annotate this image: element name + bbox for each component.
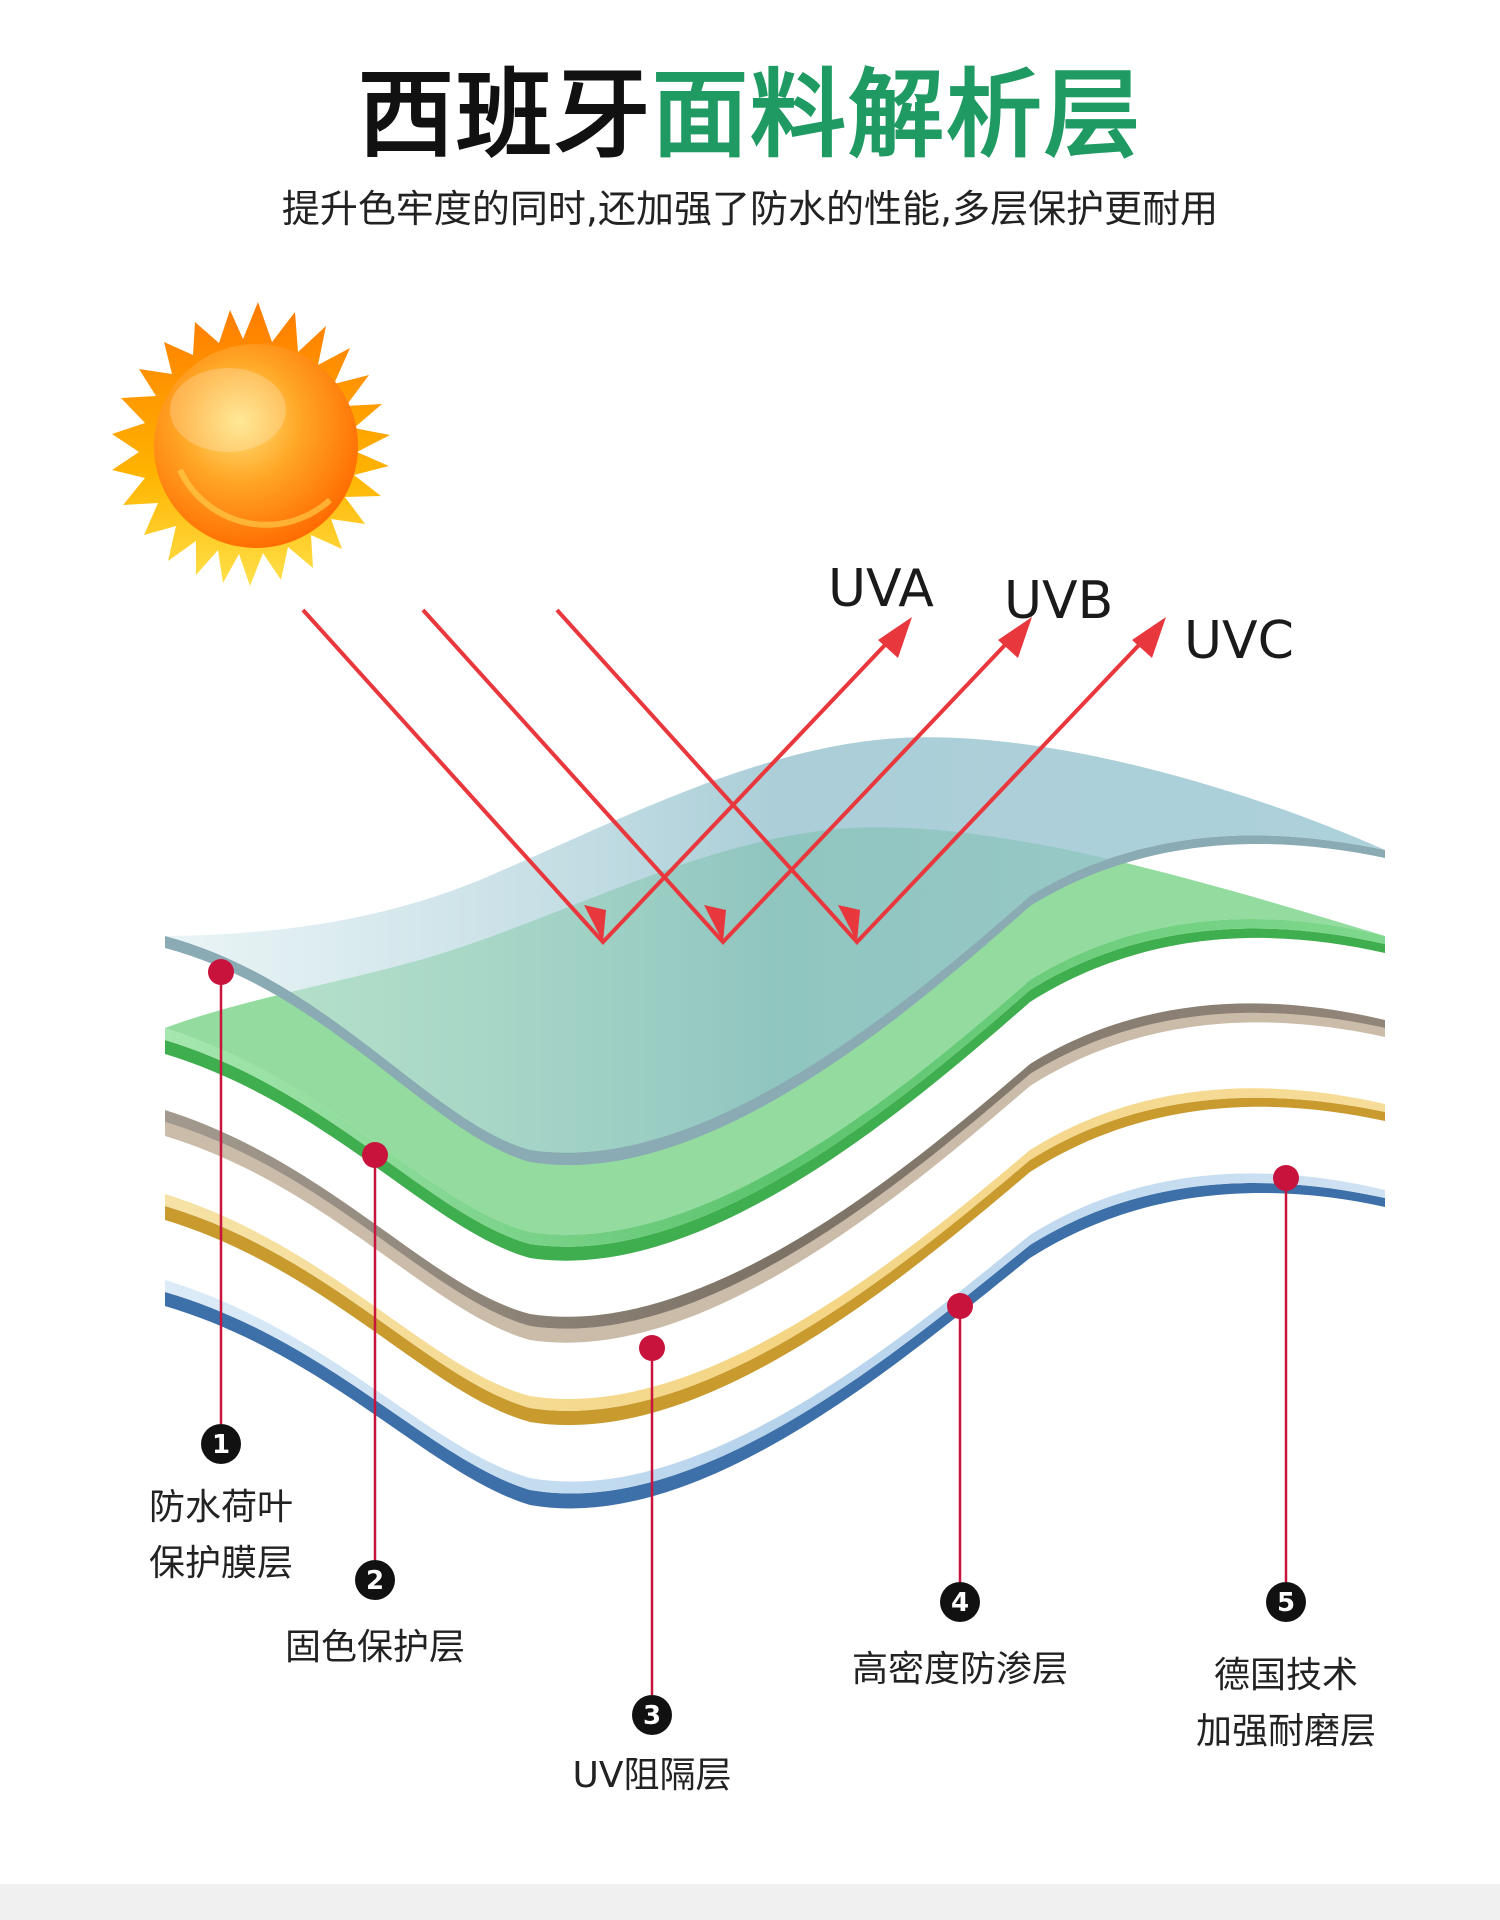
layer-3-label-line1: UV阻隔层 [572, 1755, 732, 1796]
title-dark-part: 西班牙 [358, 59, 652, 171]
marker-4-number: 4 [951, 1588, 969, 1618]
uvb-arrowhead [998, 617, 1032, 658]
layer-5-sheet [165, 1173, 1385, 1509]
layer-2-label-line1: 固色保护层 [284, 1627, 465, 1668]
layer-4-label: 高密度防渗层 [830, 1642, 1090, 1698]
layer-4-sheet [165, 1088, 1385, 1426]
layer-2-label: 固色保护层 [255, 1620, 495, 1676]
uvb-impact-arrow [704, 905, 726, 942]
uva-arrowhead [878, 617, 912, 658]
title-green-part: 面料解析层 [652, 59, 1142, 171]
callout-lines [219, 972, 1288, 1695]
marker-5-number: 5 [1277, 1588, 1295, 1618]
marker-3-badge [632, 1695, 672, 1735]
callout-anchor-dots [208, 959, 1299, 1361]
uva-impact-arrow [584, 905, 606, 942]
ray-arrowheads [584, 617, 1166, 942]
layer-5-label-line2: 加强耐磨层 [1195, 1711, 1376, 1752]
number-markers: 1 2 3 4 5 [201, 1424, 1306, 1735]
sun-icon [112, 302, 390, 586]
layer-5-anchor-dot [1273, 1165, 1299, 1191]
marker-1-badge [201, 1424, 241, 1464]
uvc-arrowhead [1132, 617, 1166, 658]
marker-2-number: 2 [366, 1566, 384, 1596]
layer-1-label-line2: 保护膜层 [148, 1543, 293, 1584]
uvc-label: UVC [1184, 611, 1294, 671]
layer-5-label: 德国技术 加强耐磨层 [1166, 1648, 1406, 1760]
layer-4-label-line1: 高密度防渗层 [851, 1649, 1068, 1690]
footer-bar [0, 1884, 1500, 1920]
layer-1-sheet [165, 737, 1385, 1166]
layer-4-anchor-dot [947, 1293, 973, 1319]
marker-5-badge [1266, 1582, 1306, 1622]
layer-3-label: UV阻隔层 [532, 1748, 772, 1804]
page-title: 西班牙面料解析层 [0, 60, 1500, 170]
layer-1-anchor-dot [208, 959, 234, 985]
marker-3-number: 3 [643, 1701, 661, 1731]
marker-4-badge [940, 1582, 980, 1622]
layer-3-anchor-dot [639, 1335, 665, 1361]
marker-1-number: 1 [212, 1430, 230, 1460]
uvc-impact-arrow [838, 905, 860, 942]
layer-2-anchor-dot [362, 1142, 388, 1168]
page-subtitle: 提升色牢度的同时,还加强了防水的性能,多层保护更耐用 [281, 187, 1219, 231]
layer-1-label-line1: 防水荷叶 [148, 1487, 293, 1528]
layer-1-label: 防水荷叶 保护膜层 [121, 1480, 321, 1592]
uvb-label: UVB [1004, 571, 1113, 631]
layer-5-label-line1: 德国技术 [1213, 1655, 1358, 1696]
uva-label: UVA [828, 559, 934, 619]
marker-2-badge [355, 1560, 395, 1600]
